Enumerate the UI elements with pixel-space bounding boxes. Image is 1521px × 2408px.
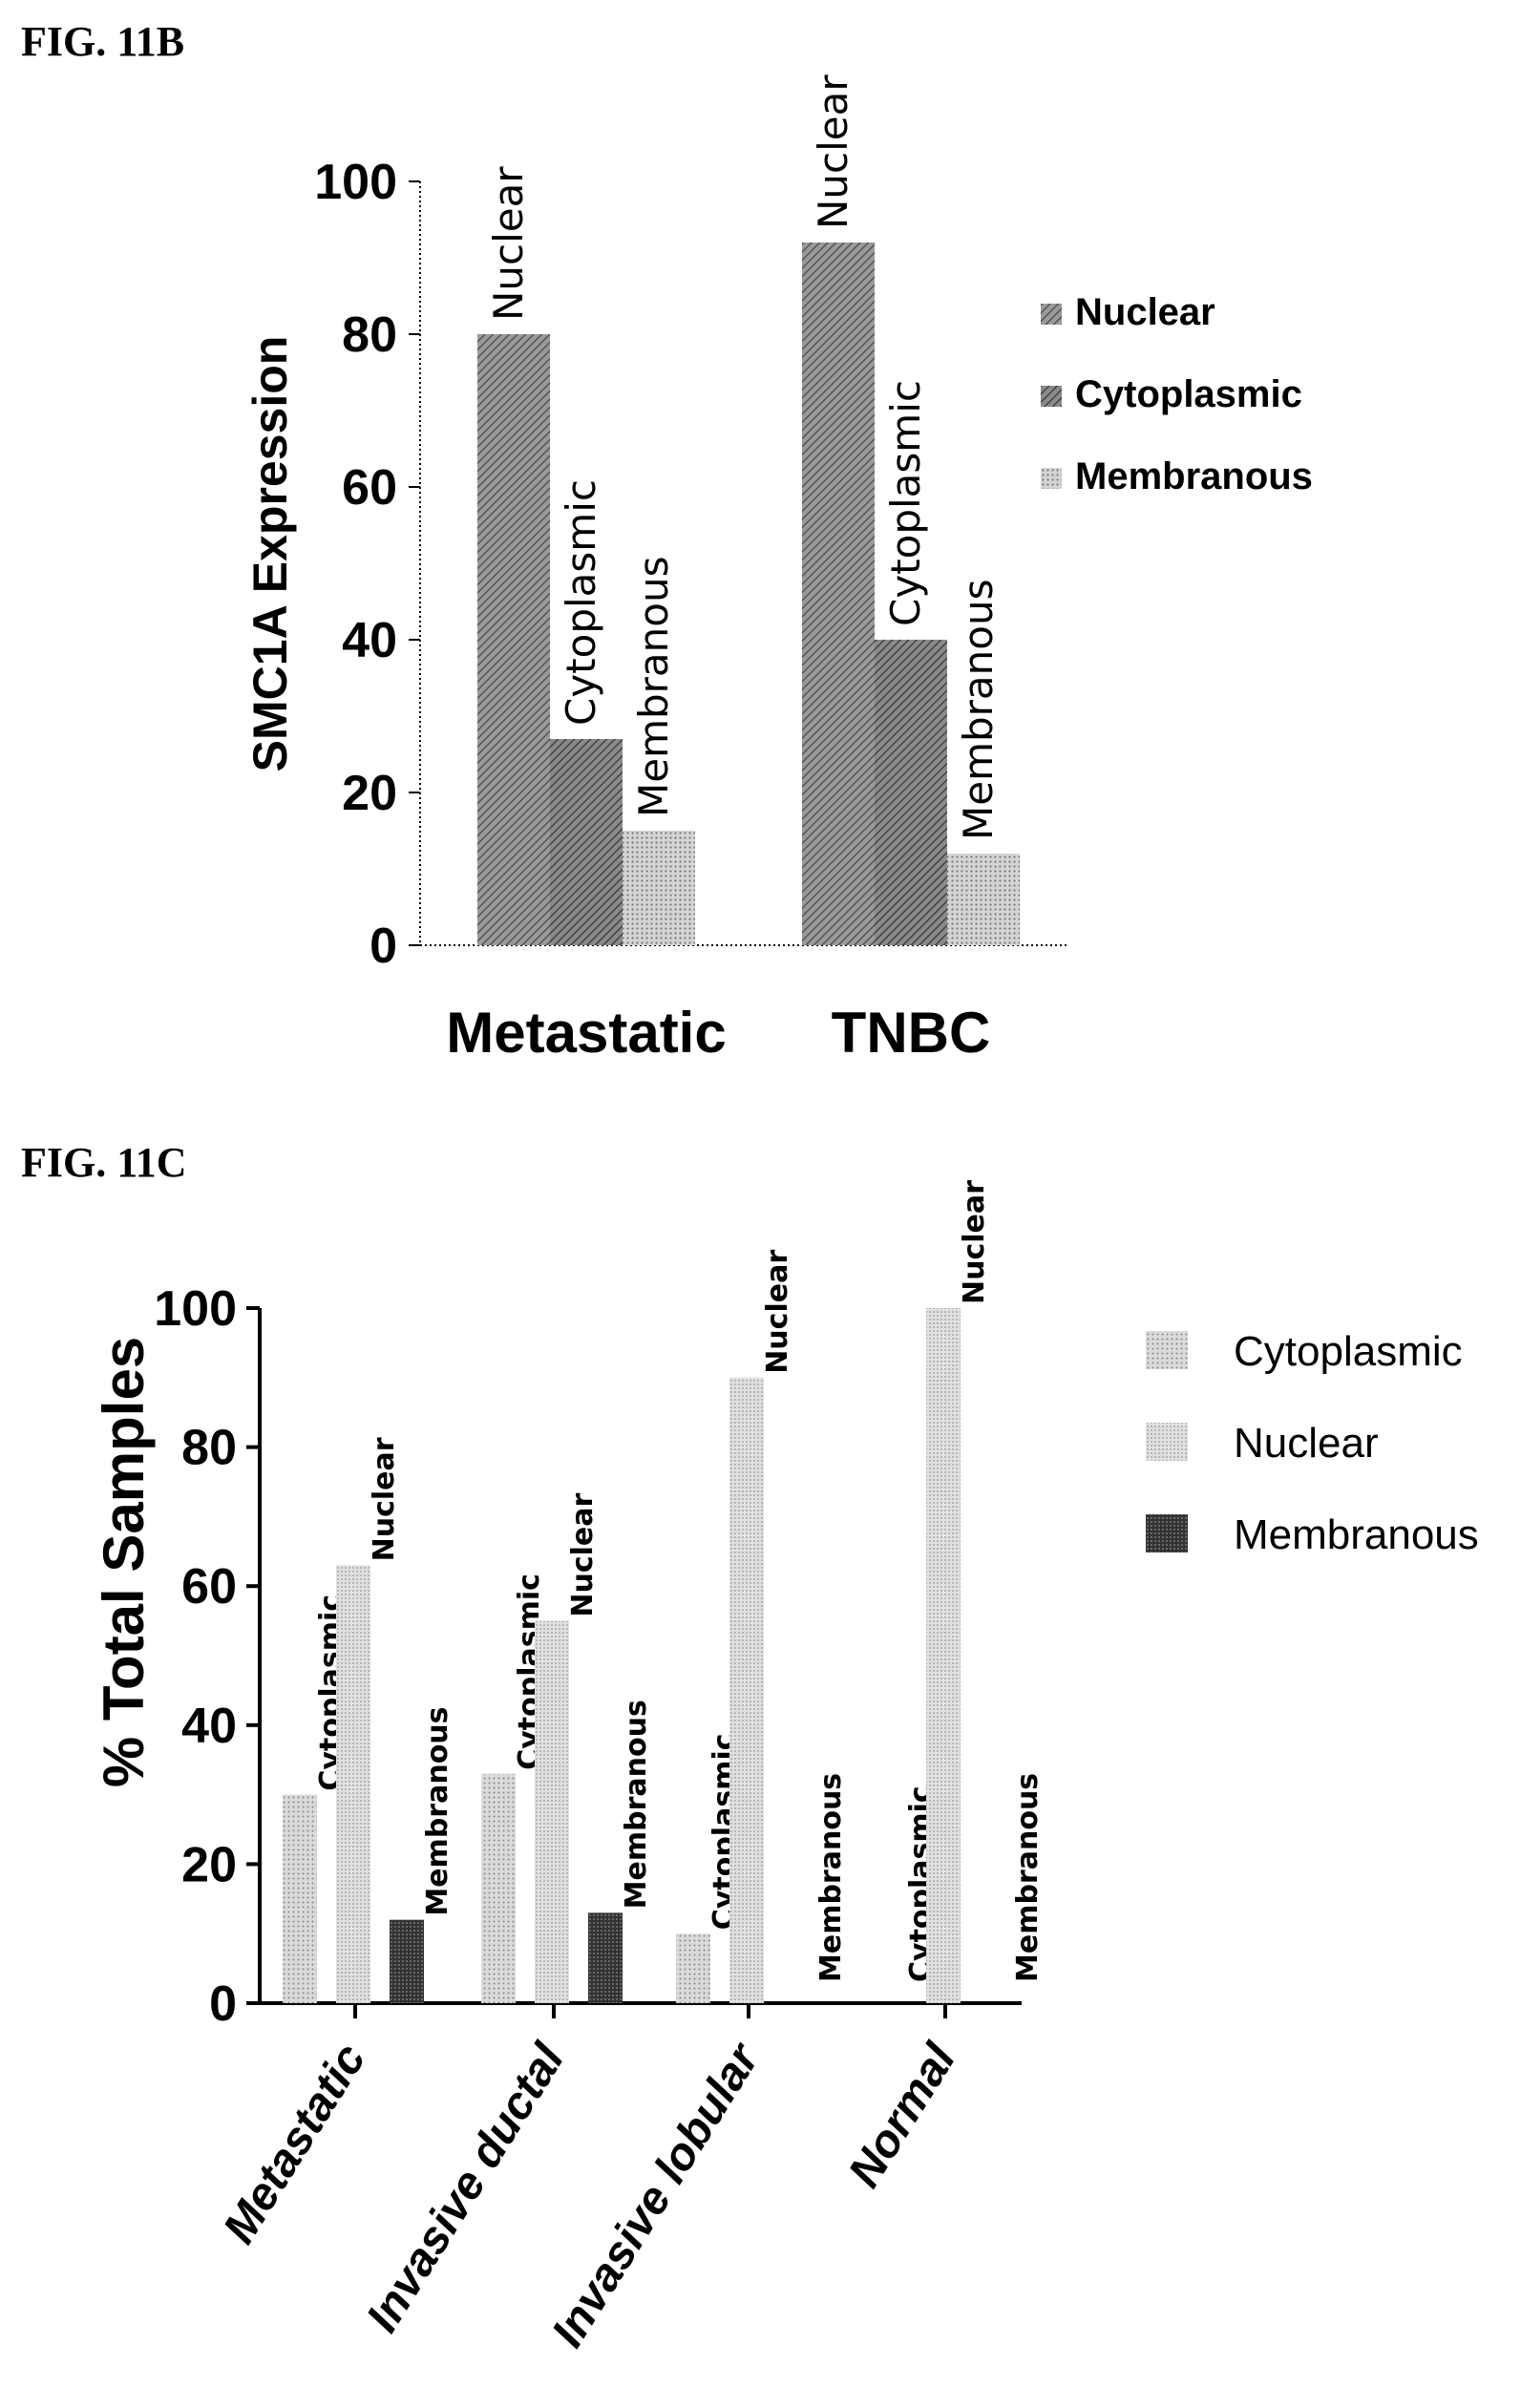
chart-c-y-tick-label: 100: [154, 1281, 237, 1337]
chart-b-y-tick-label: 20: [342, 766, 397, 821]
chart-b-legend-label: Cytoplasmic: [1075, 373, 1302, 415]
chart-c-y-tick-label: 0: [209, 1976, 237, 2032]
chart-c-x-tick-label: Invasive lobular: [542, 2034, 770, 2356]
chart-c-bar-label: Nuclear: [368, 1437, 401, 1561]
chart-c-legend-swatch-cytoplasmic: [1146, 1331, 1188, 1369]
chart-c-bar-membranous-metastatic: [390, 1919, 424, 2003]
chart-b-bar-cytoplasmic-tnbc: [875, 640, 947, 945]
chart-b-legend-swatch-cytoplasmic: [1041, 386, 1062, 407]
chart-c-legend-label: Cytoplasmic: [1234, 1328, 1463, 1375]
chart-c-y-tick-label: 20: [181, 1837, 237, 1892]
chart-b-bar-cytoplasmic-metastatic: [550, 739, 623, 945]
chart-c-x-tick-label: Metastatic: [214, 2036, 375, 2252]
chart-b-bar-membranous-tnbc: [947, 854, 1020, 945]
chart-c-y-axis-label: % Total Samples: [92, 1337, 156, 1787]
chart-b-y-tick-label: 0: [370, 919, 397, 974]
chart-b-legend-label: Nuclear: [1075, 291, 1215, 333]
chart-b-legend-label: Membranous: [1075, 455, 1313, 497]
chart-11b: 0 20 40 60 80 100 Nuclear Cytoplasmic Membranous…: [314, 74, 1313, 1065]
fig-11c-label: FIG. 11C: [21, 1139, 187, 1186]
chart-b-legend-swatch-membranous: [1041, 468, 1062, 489]
chart-b-bar-label: Nuclear: [485, 166, 532, 321]
chart-b-x-tick-label: TNBC: [832, 1001, 991, 1065]
chart-b-y-tick-label: 100: [314, 155, 397, 210]
chart-c-bar-nuclear-metastatic: [336, 1565, 370, 2003]
chart-c-legend-swatch-nuclear: [1146, 1423, 1188, 1461]
chart-c-x-tick-label: Invasive ductal: [357, 2034, 575, 2340]
chart-b-y-tick-label: 40: [342, 613, 397, 668]
chart-b-bar-membranous-metastatic: [623, 831, 695, 945]
chart-c-legend-label: Nuclear: [1234, 1420, 1379, 1467]
chart-c-bar-label: Nuclear: [761, 1250, 794, 1374]
chart-c-legend-label: Membranous: [1234, 1511, 1479, 1558]
chart-c-bar-cytoplasmic-invasive-lobular: [676, 1933, 710, 2003]
chart-b-bar-label: Nuclear: [810, 74, 856, 229]
chart-c-bar-nuclear-invasive-ductal: [535, 1620, 569, 2003]
chart-c-x-tick-label: Normal: [839, 2034, 966, 2196]
chart-b-y-tick-label: 60: [342, 460, 397, 516]
chart-11c: 0 20 40 60 80 100 Cytoplasmic Nuclear Membranous…: [154, 1180, 1479, 2356]
chart-c-y-tick-label: 40: [181, 1699, 237, 1754]
chart-c-bar-label: Membranous: [421, 1706, 454, 1915]
chart-b-bar-nuclear-metastatic: [477, 334, 550, 945]
chart-b-bar-nuclear-tnbc: [802, 243, 875, 945]
chart-c-legend-swatch-membranous: [1146, 1514, 1188, 1553]
chart-c-y-tick-label: 80: [181, 1421, 237, 1476]
chart-b-y-axis-label: SMC1A Expression: [243, 336, 297, 772]
chart-b-x-tick-label: Metastatic: [446, 1001, 726, 1065]
chart-b-bar-label: Membranous: [630, 557, 677, 817]
chart-c-bar-label: Membranous: [620, 1700, 653, 1909]
chart-c-bar-nuclear-normal: [926, 1308, 961, 2003]
chart-c-bar-label: Membranous: [1011, 1773, 1045, 1982]
chart-c-bar-cytoplasmic-invasive-ductal: [481, 1773, 516, 2003]
chart-c-bar-membranous-invasive-ductal: [588, 1912, 623, 2003]
chart-c-bar-nuclear-invasive-lobular: [729, 1377, 764, 2003]
chart-b-legend-swatch-nuclear: [1041, 304, 1062, 325]
chart-b-bar-label: Cytoplasmic: [882, 380, 929, 626]
fig-11b-label: FIG. 11B: [21, 18, 184, 65]
chart-b-bar-label: Cytoplasmic: [558, 479, 604, 726]
chart-c-bar-label: Membranous: [814, 1773, 848, 1982]
chart-b-y-tick-label: 80: [342, 307, 397, 363]
chart-c-bar-label: Nuclear: [958, 1180, 991, 1304]
chart-b-bar-label: Membranous: [955, 580, 1002, 840]
chart-c-bar-label: Nuclear: [566, 1492, 600, 1616]
chart-c-y-tick-label: 60: [181, 1559, 237, 1615]
chart-c-bar-cytoplasmic-metastatic: [283, 1794, 317, 2003]
